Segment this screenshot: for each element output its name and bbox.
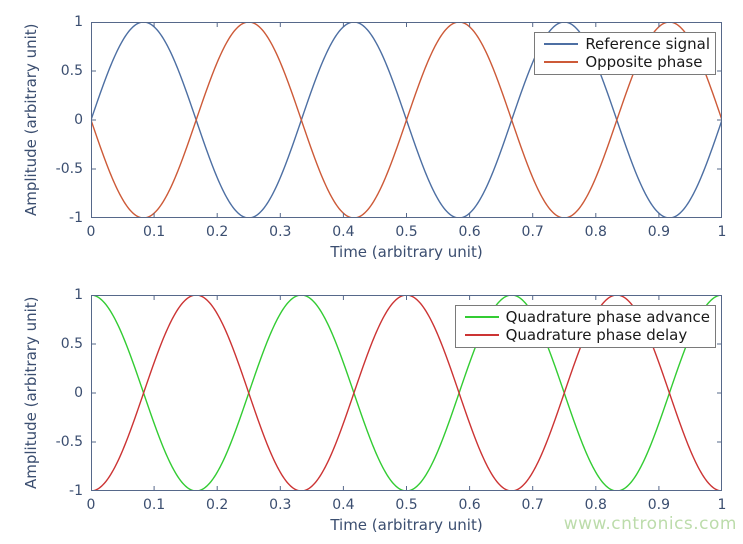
legend-line-sample	[464, 334, 499, 336]
subplot-reference-vs-opposite: Amplitude (arbitrary unit) Time (arbitra…	[22, 14, 726, 261]
legend-label: Quadrature phase advance	[505, 308, 710, 326]
x-tick-label: 0.5	[395, 224, 418, 240]
x-tick-label: 0.2	[206, 224, 229, 240]
legend: Reference signal Opposite phase	[534, 32, 716, 75]
axes-box	[91, 22, 722, 218]
legend-item: Reference signal	[544, 35, 710, 53]
legend-item: Opposite phase	[544, 53, 710, 71]
x-tick-label: 0.9	[647, 224, 671, 240]
x-axis-label: Time (arbitrary unit)	[330, 516, 483, 534]
x-tick-label: 0.1	[142, 224, 166, 240]
y-tick-label: 1	[74, 287, 83, 303]
x-tick-label: 0.9	[647, 497, 671, 513]
y-tick-label: -0.5	[55, 161, 83, 177]
x-tick-label: 0.6	[458, 224, 481, 240]
y-tick-label: -0.5	[55, 434, 83, 450]
x-tick-label: 0.7	[521, 224, 544, 240]
x-tick-label: 0.3	[269, 497, 292, 513]
x-tick-label: 0.6	[458, 497, 481, 513]
x-tick-label: 0	[86, 497, 96, 513]
x-tick-label: 0.2	[206, 497, 229, 513]
legend-line-sample	[464, 316, 499, 318]
x-tick-label: 0.4	[332, 497, 355, 513]
subplot-quadrature-phases: Amplitude (arbitrary unit) Time (arbitra…	[22, 287, 726, 534]
x-tick-label: 1	[717, 497, 727, 513]
x-tick-label: 0	[86, 224, 96, 240]
y-tick-label: 0	[74, 385, 83, 401]
watermark-text: www.cntronics.com	[563, 514, 737, 534]
plot-area	[91, 22, 722, 218]
legend-label: Reference signal	[585, 35, 710, 53]
y-axis-label: Amplitude (arbitrary unit)	[22, 23, 40, 217]
legend-label: Opposite phase	[585, 53, 703, 71]
plot-area	[91, 295, 722, 491]
legend-item: Quadrature phase delay	[464, 326, 710, 344]
x-tick-label: 0.7	[521, 497, 544, 513]
legend-label: Quadrature phase delay	[505, 326, 688, 344]
legend-line-sample	[544, 61, 579, 63]
x-tick-label: 0.3	[269, 224, 292, 240]
legend: Quadrature phase advance Quadrature phase…	[454, 305, 716, 348]
legend-line-sample	[544, 43, 579, 45]
y-tick-label: -1	[69, 483, 83, 499]
y-tick-label: 0.5	[60, 63, 83, 79]
y-axis-label: Amplitude (arbitrary unit)	[22, 296, 40, 490]
x-tick-label: 0.5	[395, 497, 418, 513]
x-tick-label: 0.4	[332, 224, 355, 240]
x-tick-label: 0.8	[584, 224, 607, 240]
x-tick-label: 1	[717, 224, 727, 240]
legend-item: Quadrature phase advance	[464, 308, 710, 326]
y-tick-label: 0.5	[60, 336, 83, 352]
x-tick-label: 0.1	[142, 497, 166, 513]
series-line-opposite-phase	[91, 22, 722, 218]
x-tick-label: 0.8	[584, 497, 607, 513]
y-tick-label: 1	[74, 14, 83, 30]
axes-box	[91, 295, 722, 491]
y-tick-label: 0	[74, 112, 83, 128]
x-axis-label: Time (arbitrary unit)	[330, 243, 483, 261]
y-tick-label: -1	[69, 210, 83, 226]
